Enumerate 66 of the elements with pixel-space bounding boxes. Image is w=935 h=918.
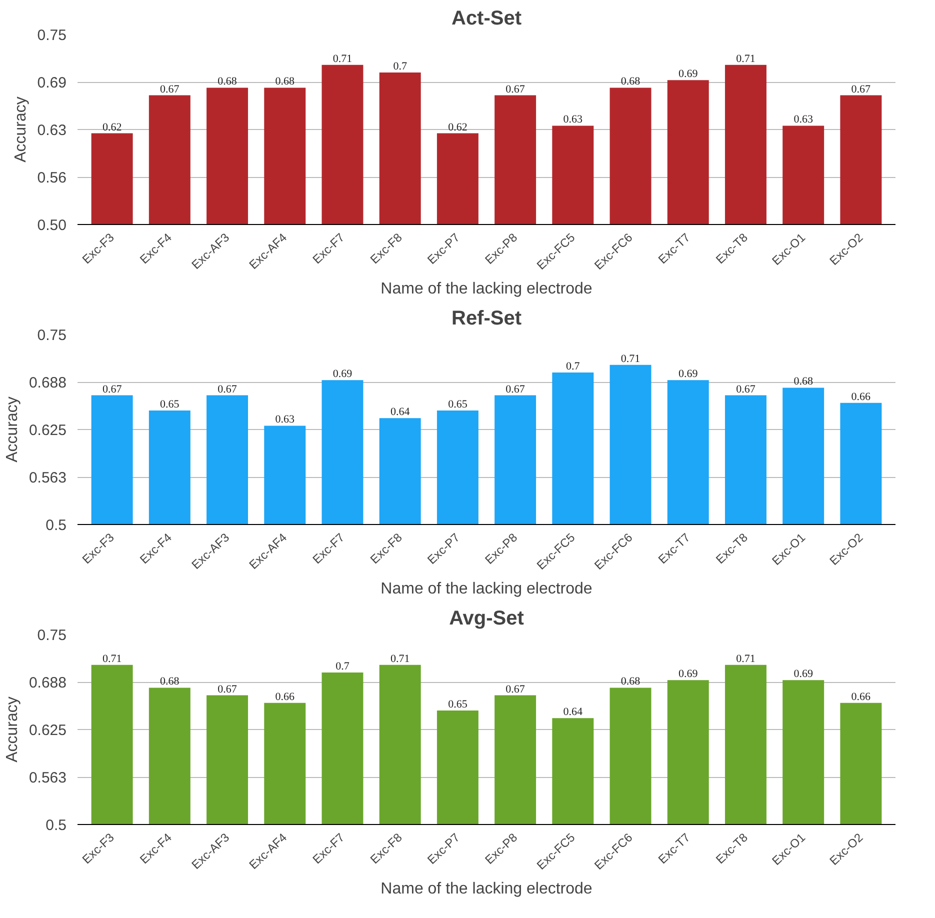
data-label: 0.66 <box>851 690 872 703</box>
y-axis-title: Accuracy <box>4 696 21 762</box>
data-label: 0.71 <box>736 52 756 65</box>
y-axis-title: Accuracy <box>4 396 21 462</box>
data-label: 0.68 <box>275 76 296 88</box>
data-label: 0.65 <box>448 698 468 710</box>
data-label: 0.67 <box>218 683 238 696</box>
data-label: 0.69 <box>794 668 814 680</box>
y-tick-label: 0.625 <box>28 722 67 739</box>
data-label: 0.66 <box>275 690 296 703</box>
data-label: 0.63 <box>794 114 814 126</box>
data-label: 0.63 <box>275 414 296 426</box>
y-tick-label: 0.75 <box>37 327 67 344</box>
y-tick-label: 0.5 <box>46 817 67 834</box>
y-tick-label: 0.5 <box>46 517 67 534</box>
data-label: 0.71 <box>332 52 352 65</box>
x-axis-title: Name of the lacking electrode <box>380 280 592 298</box>
y-tick-label: 0.688 <box>28 674 67 692</box>
y-tick-label: 0.625 <box>28 422 67 439</box>
data-label: 0.7 <box>393 60 408 72</box>
data-label: 0.69 <box>678 368 698 380</box>
y-tick-label: 0.75 <box>37 627 67 644</box>
y-tick-label: 0.563 <box>28 470 67 486</box>
data-label: 0.67 <box>851 83 872 96</box>
data-label: 0.71 <box>736 652 756 665</box>
data-label: 0.63 <box>563 114 584 126</box>
data-label: 0.68 <box>620 676 641 688</box>
data-label: 0.64 <box>563 706 584 718</box>
data-label: 0.67 <box>218 383 238 396</box>
y-tick-label: 0.75 <box>37 27 67 44</box>
y-tick-label: 0.63 <box>37 122 67 139</box>
data-label: 0.7 <box>566 360 580 372</box>
data-label: 0.67 <box>506 83 526 96</box>
y-tick-label: 0.563 <box>28 770 67 786</box>
data-label: 0.65 <box>160 398 180 410</box>
y-tick-label: 0.56 <box>37 170 67 186</box>
y-tick-label: 0.50 <box>37 217 67 234</box>
data-label: 0.67 <box>506 683 526 696</box>
chart-title: Ref-Set <box>451 308 522 330</box>
data-label: 0.71 <box>390 652 410 665</box>
x-axis-title: Name of the lacking electrode <box>380 580 592 598</box>
data-label: 0.68 <box>218 76 238 88</box>
data-label: 0.69 <box>678 68 698 80</box>
data-label: 0.71 <box>102 652 122 665</box>
y-tick-label: 0.69 <box>37 74 67 92</box>
data-label: 0.67 <box>736 383 756 396</box>
data-label: 0.67 <box>506 383 526 396</box>
data-label: 0.71 <box>620 352 640 365</box>
data-label: 0.64 <box>390 406 410 418</box>
data-label: 0.65 <box>448 398 468 410</box>
x-axis-title: Name of the lacking electrode <box>380 880 592 898</box>
chart-title: Act-Set <box>451 8 522 30</box>
data-label: 0.62 <box>102 121 122 134</box>
y-tick-label: 0.688 <box>28 374 67 392</box>
data-label: 0.69 <box>678 668 698 680</box>
chart-title: Avg-Set <box>449 608 524 630</box>
data-label: 0.7 <box>336 660 350 672</box>
y-axis-title: Accuracy <box>12 96 30 162</box>
data-label: 0.66 <box>851 390 872 403</box>
data-label: 0.68 <box>160 676 180 688</box>
data-label: 0.68 <box>794 376 814 388</box>
data-label: 0.67 <box>102 383 122 396</box>
data-label: 0.68 <box>620 76 641 88</box>
data-label: 0.67 <box>160 83 180 96</box>
data-label: 0.69 <box>332 368 353 380</box>
data-label: 0.62 <box>448 121 468 134</box>
